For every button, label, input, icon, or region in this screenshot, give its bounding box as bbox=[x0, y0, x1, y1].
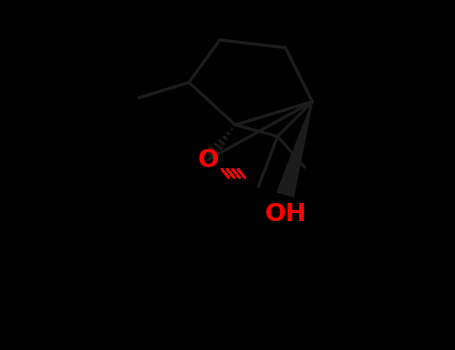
Text: OH: OH bbox=[264, 202, 306, 226]
Polygon shape bbox=[277, 102, 313, 197]
Text: O: O bbox=[197, 148, 219, 172]
